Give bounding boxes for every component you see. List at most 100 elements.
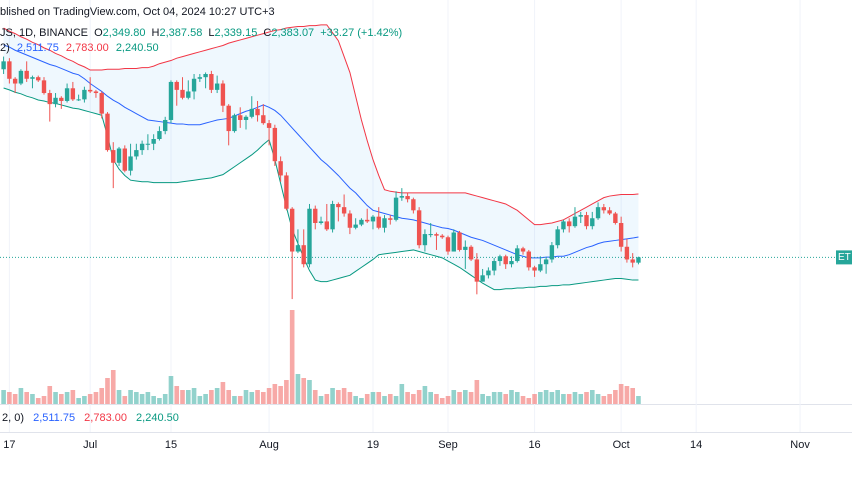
candle-body xyxy=(445,237,451,252)
candle-body xyxy=(12,78,18,84)
candle-body xyxy=(111,150,116,163)
candle-body xyxy=(486,270,491,276)
x-tick-label: 14 xyxy=(690,439,702,451)
candle-body xyxy=(601,207,607,211)
candle-body xyxy=(618,223,624,247)
volume-bar xyxy=(139,394,145,404)
candle-body xyxy=(70,88,76,100)
volume-bar xyxy=(59,394,64,404)
candle-body xyxy=(203,74,208,78)
volume-bar xyxy=(618,384,624,404)
volume-bar xyxy=(76,398,81,404)
candle-body xyxy=(295,245,301,252)
candle-body xyxy=(324,221,329,230)
candle-body xyxy=(255,108,260,116)
volume-bar xyxy=(387,394,393,404)
candle-body xyxy=(393,197,399,220)
candle-body xyxy=(191,78,197,92)
change: +33.27 (+1.42%) xyxy=(320,27,402,39)
candle-body xyxy=(36,77,41,81)
volume-bar xyxy=(87,394,93,404)
volume-bar xyxy=(70,390,76,404)
volume-bar xyxy=(353,396,358,404)
candle-body xyxy=(76,99,81,101)
volume-bar xyxy=(451,390,457,404)
candle-body xyxy=(238,115,243,120)
candle-body xyxy=(457,232,462,250)
volume-bar xyxy=(595,394,601,404)
symbol: JS, 1D, BINANCE xyxy=(0,27,88,39)
volume-bar xyxy=(35,398,41,404)
volume-bar xyxy=(168,376,174,404)
volume-bar xyxy=(543,390,549,404)
candle-body xyxy=(630,259,635,263)
volume-bar xyxy=(105,378,110,404)
candle-body xyxy=(451,232,456,252)
ohlc-value: 2,387.58 xyxy=(160,27,203,39)
candle-body xyxy=(64,88,70,101)
volume-bar xyxy=(157,398,162,404)
bb-legend: 2) 2,511.75 2,783.00 2,240.50 xyxy=(0,42,159,54)
volume-bar xyxy=(486,396,491,404)
candle-body xyxy=(347,213,353,228)
volume-bar xyxy=(295,374,301,404)
volume-bar xyxy=(572,392,578,404)
candle-body xyxy=(382,218,387,228)
volume-bar xyxy=(578,394,584,404)
volume-params: 2, 0) xyxy=(2,412,24,424)
volume-legend: 2, 0) 2,511.75 2,783.00 2,240.50 xyxy=(2,412,179,424)
candle-body xyxy=(7,61,12,79)
volume-bar xyxy=(64,392,70,404)
volume-bar xyxy=(514,392,520,404)
volume-bar xyxy=(93,392,99,404)
legend-value: 2,240.50 xyxy=(136,412,179,424)
candle-body xyxy=(197,77,203,79)
x-tick-label: Sep xyxy=(438,439,458,451)
plot xyxy=(0,0,852,432)
x-tick-label: Aug xyxy=(259,439,279,451)
candle-body xyxy=(613,213,618,224)
candle-body xyxy=(53,97,58,105)
volume-bar xyxy=(301,378,307,404)
volume-bar xyxy=(261,392,266,404)
candle-body xyxy=(209,74,214,90)
volume-bar xyxy=(272,384,278,404)
candle-body xyxy=(151,138,156,144)
volume-bar xyxy=(561,394,566,404)
candle-body xyxy=(538,264,543,271)
candle-body xyxy=(359,219,364,225)
candle-body xyxy=(440,235,445,238)
volume-bar xyxy=(289,310,295,404)
volume-bar xyxy=(255,390,260,404)
volume-bar xyxy=(607,394,612,404)
candle-body xyxy=(220,83,226,106)
candle-body xyxy=(168,81,174,120)
volume-bar xyxy=(630,388,635,404)
volume-bar xyxy=(341,388,347,404)
volume-bar xyxy=(416,390,422,404)
ohlc-value: 2,339.15 xyxy=(215,27,258,39)
volume-bar xyxy=(601,396,607,404)
candle-body xyxy=(480,275,485,282)
volume-bar xyxy=(110,370,116,404)
candle-body xyxy=(590,218,595,227)
candle-body xyxy=(266,123,272,128)
volume-bar xyxy=(145,392,151,404)
volume-bar xyxy=(376,392,382,404)
volume-bar xyxy=(503,394,509,404)
bb-params: 2) xyxy=(0,42,10,54)
candle-body xyxy=(163,119,168,132)
volume-bar xyxy=(624,386,630,404)
band-line xyxy=(3,44,639,259)
candle-body xyxy=(272,127,278,162)
volume-bar xyxy=(589,390,595,404)
candle-body xyxy=(376,216,381,228)
candle-body xyxy=(313,208,318,224)
volume-bar xyxy=(1,390,6,404)
candle-body xyxy=(497,256,503,262)
candle-body xyxy=(330,203,335,230)
ohlc-value: 2,383.07 xyxy=(271,27,314,39)
volume-bar xyxy=(566,394,572,404)
volume-bar xyxy=(174,386,180,404)
volume-bar xyxy=(509,390,514,404)
